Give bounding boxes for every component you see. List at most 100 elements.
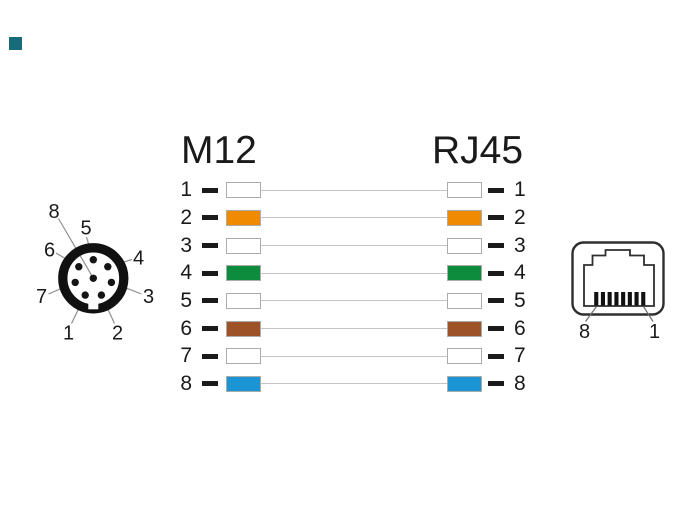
rj45-pin-label-1: 1 (649, 321, 660, 343)
rj45-pin-number: 3 (514, 233, 526, 257)
rj45-contact-8 (594, 292, 599, 306)
m12-wire-color-box (226, 209, 261, 226)
m12-pin-dot-center (89, 274, 98, 282)
wire-row: 3 3 (170, 233, 536, 257)
m12-wire-color-box (226, 182, 261, 199)
rj45-wire-color-box (447, 292, 482, 309)
m12-pin-dot-top-right (104, 263, 112, 271)
m12-pin-dot-right (107, 278, 116, 287)
rj45-leader-line-8 (585, 306, 597, 322)
m12-pin-label-left: 7 (36, 286, 47, 308)
rj45-wire-dash (488, 381, 504, 387)
m12-pin-dot-bottom-right (97, 291, 106, 299)
m12-pin-dots (71, 256, 116, 299)
wire-line (261, 217, 447, 219)
m12-pin-label-top-left: 6 (44, 240, 55, 262)
rj45-wire-dash (488, 353, 504, 359)
rj45-wire-color-box (447, 265, 482, 282)
wire-line (261, 272, 447, 274)
m12-pin-label-right: 3 (143, 286, 154, 308)
rj45-wire-dash (488, 215, 504, 221)
rj45-pin-number: 5 (514, 288, 526, 312)
m12-wire-color-box (226, 375, 261, 392)
rj45-wire-dash (488, 326, 504, 332)
rj45-wire-color-box (447, 209, 482, 226)
m12-pin-number: 3 (180, 233, 192, 257)
rj45-pin-label-8: 8 (579, 321, 590, 343)
wire-line (261, 355, 447, 357)
m12-pin-number: 8 (180, 371, 192, 395)
m12-pin-dot-bottom-left (81, 291, 89, 299)
wire-row: 1 1 (170, 179, 536, 201)
m12-wire-color-box (226, 320, 261, 337)
rj45-contact-5 (614, 292, 619, 306)
rj45-connector-diagram: 8 1 (571, 241, 665, 343)
rj45-pin-number: 2 (514, 205, 526, 229)
m12-wire-dash (202, 243, 218, 249)
rj45-wire-color-box (447, 375, 482, 392)
m12-pin-number: 7 (180, 344, 192, 368)
m12-pin-labels: 8 5 6 4 7 3 1 2 (36, 201, 154, 345)
rj45-leader-lines (585, 306, 654, 322)
rj45-contact-2 (634, 292, 639, 306)
rj45-pin-number: 8 (514, 371, 526, 395)
m12-wire-dash (202, 270, 218, 276)
brand-logo-square (9, 37, 22, 50)
rj45-wire-color-box (447, 182, 482, 199)
rj45-leader-line-1 (642, 306, 654, 322)
rj45-wire-dash (488, 187, 504, 193)
m12-pin-label-top: 5 (80, 218, 91, 240)
m12-wire-color-box (226, 292, 261, 309)
rj45-wire-dash (488, 243, 504, 249)
m12-wire-dash (202, 187, 218, 193)
rj45-pin-number: 7 (514, 344, 526, 368)
m12-wire-dash (202, 298, 218, 304)
m12-wire-color-box (226, 265, 261, 282)
wire-row: 6 6 (170, 316, 536, 340)
m12-pin-number: 2 (180, 205, 192, 229)
rj45-wire-color-box (447, 348, 482, 365)
wire-row: 2 2 (170, 205, 536, 229)
rj45-contact-6 (607, 292, 612, 306)
m12-wire-color-box (226, 348, 261, 365)
wire-row: 4 4 (170, 262, 536, 284)
rj45-contacts (594, 292, 646, 306)
m12-wire-color-box (226, 237, 261, 254)
wire-line (261, 300, 447, 302)
rj45-contact-1 (641, 292, 646, 306)
wire-line (261, 328, 447, 330)
rj45-wire-color-box (447, 237, 482, 254)
m12-keying-notch (88, 299, 99, 310)
rj45-pin-number: 1 (514, 178, 526, 202)
rj45-wire-dash (488, 270, 504, 276)
m12-pin-dot-top (89, 256, 98, 264)
m12-wire-dash (202, 215, 218, 221)
rj45-pin-number: 4 (514, 261, 526, 285)
m12-pin-label-bottom-left: 1 (63, 323, 74, 345)
leader-line-pin8-inner (79, 255, 94, 279)
m12-heading: M12 (181, 129, 257, 172)
m12-pin-number: 1 (180, 178, 192, 202)
m12-wire-dash (202, 381, 218, 387)
m12-pin-number: 5 (180, 288, 192, 312)
rj45-contact-4 (621, 292, 626, 306)
rj45-wire-dash (488, 298, 504, 304)
m12-connector-diagram: 8 5 6 4 7 3 1 2 (36, 201, 154, 345)
rj45-wire-color-box (447, 320, 482, 337)
m12-pin-dot-top-left (75, 263, 83, 271)
rj45-pin-number: 6 (514, 316, 526, 340)
wire-row: 5 5 (170, 288, 536, 312)
wire-line (261, 189, 447, 191)
wire-row: 7 7 (170, 345, 536, 367)
m12-pin-label-bottom-right: 2 (112, 323, 123, 345)
m12-pin-number: 4 (180, 261, 192, 285)
m12-pin-number: 6 (180, 316, 192, 340)
m12-pin-label-center: 8 (48, 201, 59, 223)
rj45-heading: RJ45 (432, 129, 524, 172)
rj45-contact-7 (600, 292, 605, 306)
wire-line (261, 383, 447, 385)
rj45-contact-3 (627, 292, 632, 306)
m12-wire-dash (202, 326, 218, 332)
m12-pin-label-top-right: 4 (133, 248, 144, 270)
